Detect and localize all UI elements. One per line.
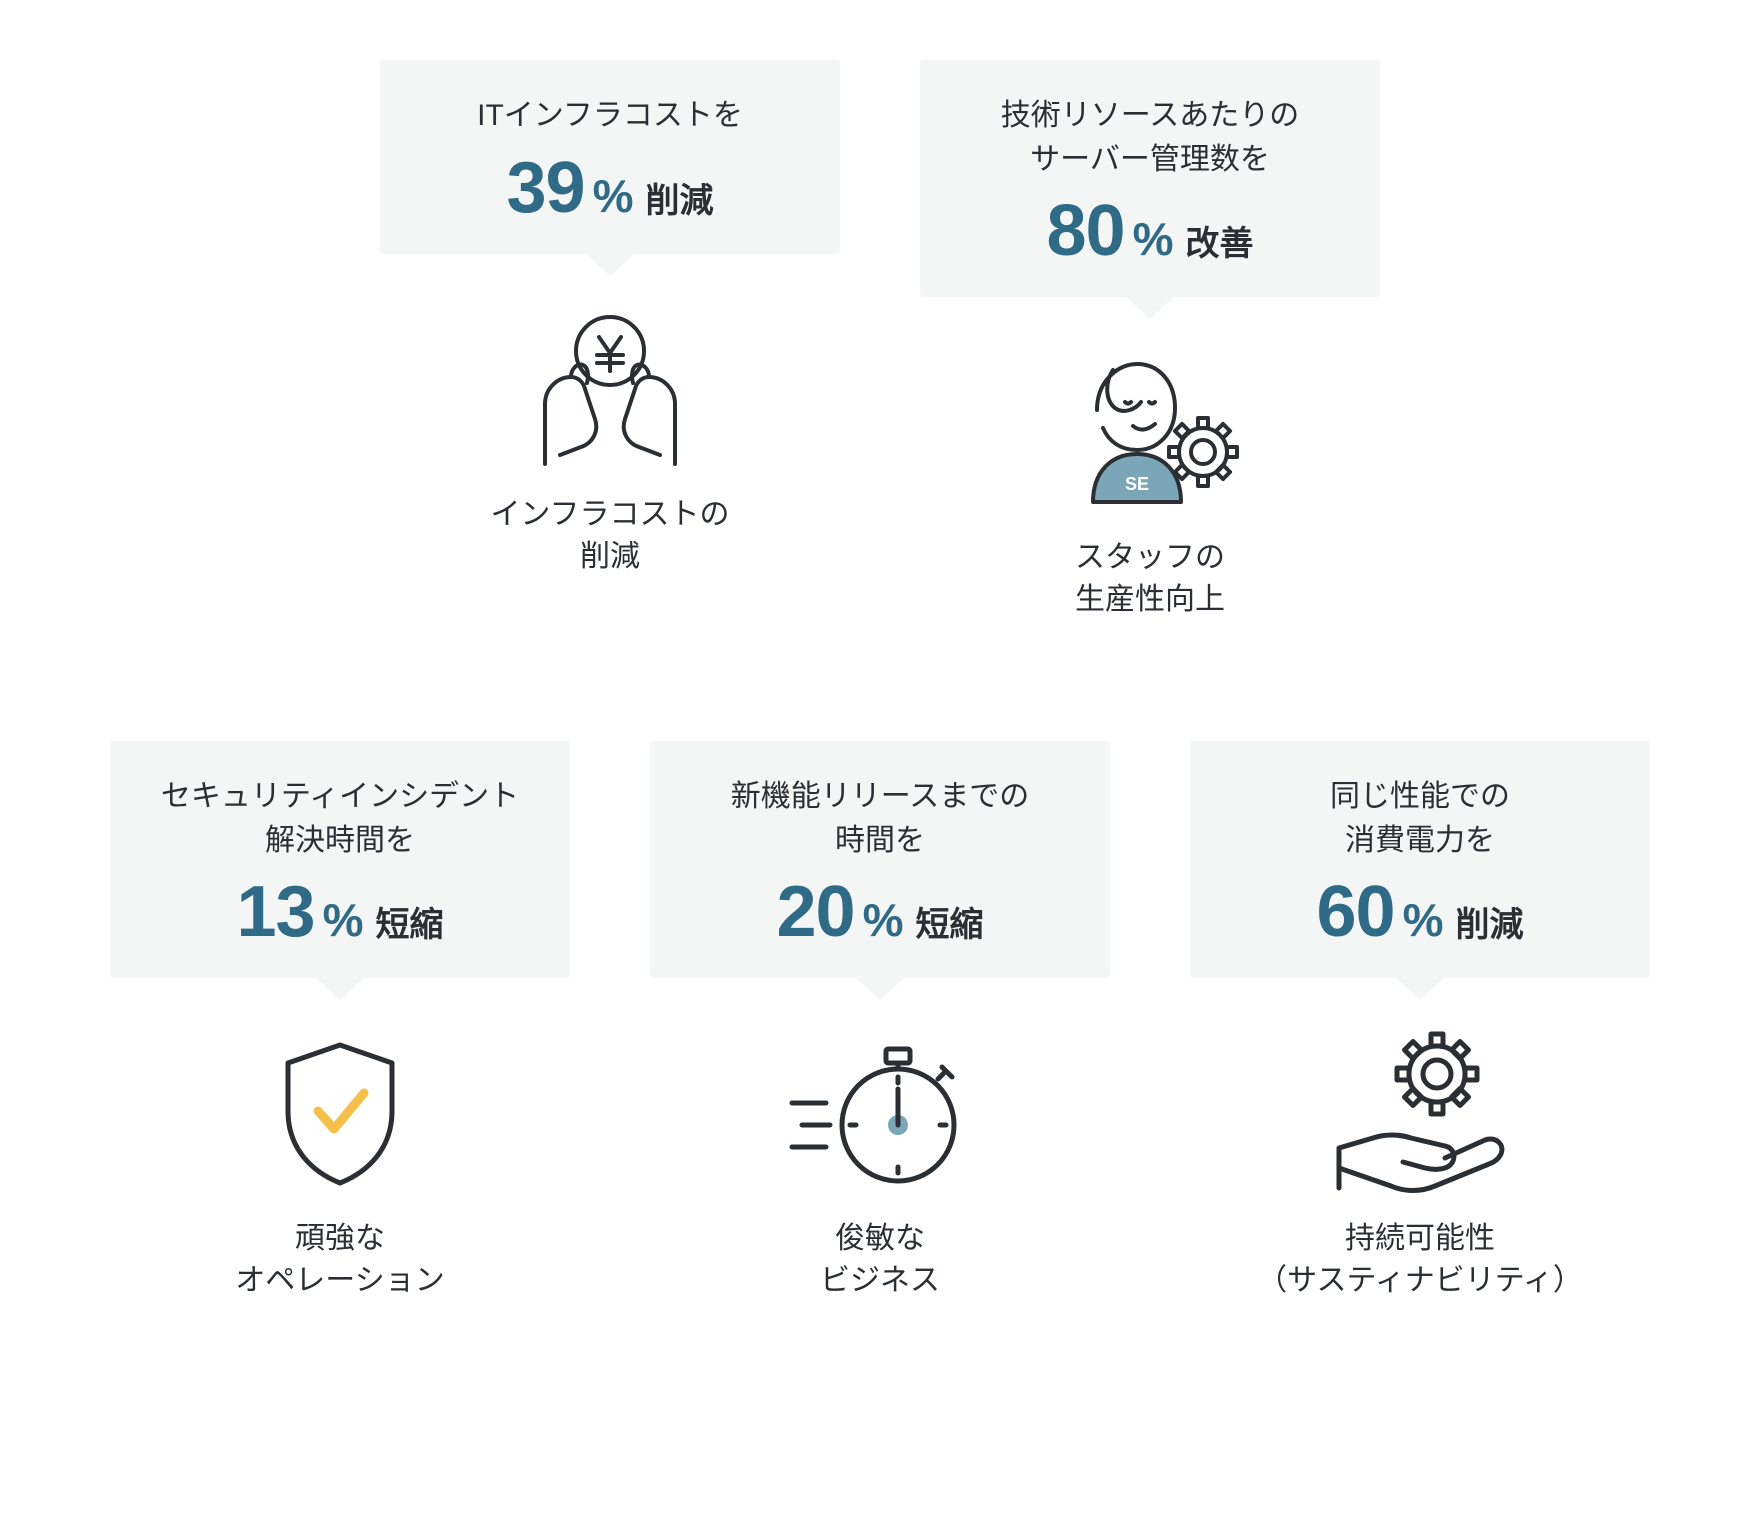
stat-number: 20 <box>777 876 855 948</box>
top-row: ITインフラコストを 39% 削減 インフラコストの 削減 <box>80 60 1680 621</box>
svg-text:SE: SE <box>1125 474 1149 494</box>
stat-line: 20% 短縮 <box>674 876 1086 948</box>
staff-gear-icon: SE <box>1055 347 1245 517</box>
stat-line: 80% 改善 <box>944 195 1356 267</box>
caption: 持続可能性 （サスティナビリティ） <box>1257 1218 1583 1302</box>
stat-percent: % <box>863 893 904 947</box>
caption: 俊敏な ビジネス <box>820 1218 940 1302</box>
callout-sustainability: 同じ性能での 消費電力を 60% 削減 <box>1190 741 1650 978</box>
hands-yen-icon <box>525 304 695 474</box>
stat-number: 60 <box>1317 876 1395 948</box>
caption: 頑強な オペレーション <box>235 1218 444 1302</box>
stat-line: 39% 削減 <box>404 152 816 224</box>
stat-suffix: 削減 <box>1456 897 1524 946</box>
stat-percent: % <box>323 893 364 947</box>
desc: ITインフラコストを <box>404 94 816 138</box>
desc: 技術リソースあたりの サーバー管理数を <box>944 94 1356 181</box>
stat-number: 13 <box>237 876 315 948</box>
stat-suffix: 短縮 <box>376 897 444 946</box>
hand-gear-icon <box>1325 1028 1515 1198</box>
desc: セキュリティインシデント 解決時間を <box>134 775 546 862</box>
callout-agile: 新機能リリースまでの 時間を 20% 短縮 <box>650 741 1110 978</box>
desc: 同じ性能での 消費電力を <box>1214 775 1626 862</box>
bottom-row: セキュリティインシデント 解決時間を 13% 短縮 頑強な オペレーション 新機… <box>80 741 1680 1302</box>
stat-percent: % <box>1133 212 1174 266</box>
stat-line: 60% 削減 <box>1214 876 1626 948</box>
callout-security: セキュリティインシデント 解決時間を 13% 短縮 <box>110 741 570 978</box>
caption: スタッフの 生産性向上 <box>1075 537 1225 621</box>
stopwatch-icon <box>780 1028 980 1198</box>
stat-suffix: 改善 <box>1186 216 1254 265</box>
item-security: セキュリティインシデント 解決時間を 13% 短縮 頑強な オペレーション <box>110 741 570 1302</box>
stat-number: 39 <box>507 152 585 224</box>
stat-suffix: 削減 <box>646 173 714 222</box>
caption: インフラコストの 削減 <box>490 494 729 578</box>
stat-line: 13% 短縮 <box>134 876 546 948</box>
item-staff-productivity: 技術リソースあたりの サーバー管理数を 80% 改善 SE <box>920 60 1380 621</box>
desc: 新機能リリースまでの 時間を <box>674 775 1086 862</box>
stat-percent: % <box>1403 893 1444 947</box>
stat-suffix: 短縮 <box>916 897 984 946</box>
shield-check-icon <box>270 1028 410 1198</box>
item-infra-cost: ITインフラコストを 39% 削減 インフラコストの 削減 <box>380 60 840 621</box>
callout-infra-cost: ITインフラコストを 39% 削減 <box>380 60 840 254</box>
item-sustainability: 同じ性能での 消費電力を 60% 削減 <box>1190 741 1650 1302</box>
callout-staff: 技術リソースあたりの サーバー管理数を 80% 改善 <box>920 60 1380 297</box>
stat-number: 80 <box>1047 195 1125 267</box>
stat-percent: % <box>593 169 634 223</box>
item-agile: 新機能リリースまでの 時間を 20% 短縮 <box>650 741 1110 1302</box>
